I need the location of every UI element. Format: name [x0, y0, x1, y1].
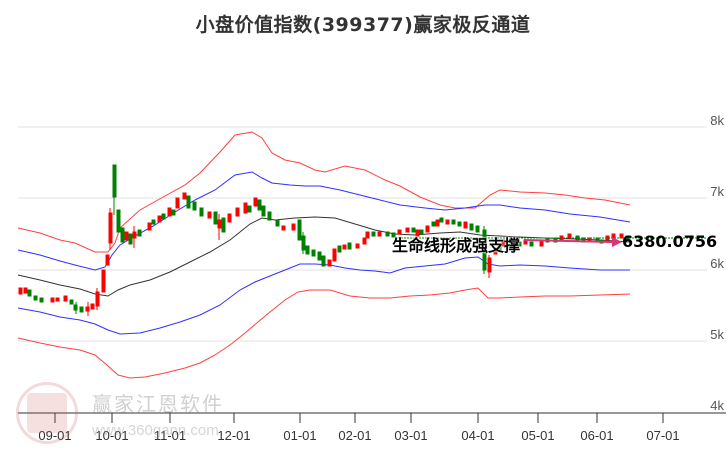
- chart-title: 小盘价值指数(399377)赢家极反通道: [195, 14, 531, 36]
- x-tick-06-01: 06-01: [580, 428, 614, 443]
- arrow-icon: [523, 237, 622, 247]
- x-tick-10-01: 10-01: [95, 428, 129, 443]
- x-tick-11-01: 11-01: [153, 428, 187, 443]
- x-tick-03-01: 03-01: [394, 428, 428, 443]
- y-tick-7k: 7k: [710, 184, 724, 199]
- x-tick-05-01: 05-01: [521, 428, 555, 443]
- y-tick-5k: 5k: [710, 327, 724, 342]
- outer-lower-band: [17, 287, 631, 379]
- x-axis: [18, 412, 726, 423]
- x-tick-04-01: 04-01: [461, 428, 495, 443]
- watermark-logo-icon: [16, 382, 78, 444]
- candlesticks: [18, 164, 630, 316]
- y-tick-6k: 6k: [710, 256, 724, 271]
- support-annotation: 生命线形成强支撑: [392, 236, 521, 255]
- outer-upper-band: [17, 131, 631, 253]
- life-line: [17, 216, 631, 297]
- watermark-brand: 赢家江恩软件: [92, 392, 224, 416]
- reference-value-label: 6380.0756: [622, 232, 718, 251]
- y-tick-8k: 8k: [710, 113, 724, 128]
- x-tick-02-01: 02-01: [338, 428, 372, 443]
- watermark-url: www.360gann.com: [92, 422, 219, 439]
- inner-lower-band: [17, 256, 630, 335]
- y-tick-4k: 4k: [710, 398, 724, 413]
- x-tick-01-01: 01-01: [283, 428, 317, 443]
- x-tick-07-01: 07-01: [646, 428, 680, 443]
- x-tick-12-01: 12-01: [217, 428, 251, 443]
